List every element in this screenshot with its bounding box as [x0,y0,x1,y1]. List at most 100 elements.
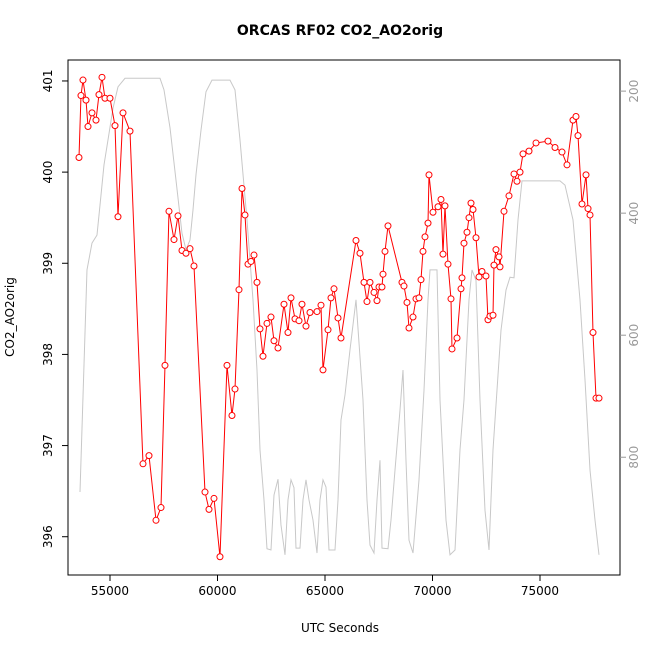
data-point [415,294,423,302]
data-point [77,92,85,100]
data-point [79,76,87,84]
data-point [465,214,473,222]
data-point [174,212,182,220]
data-point [157,504,165,512]
data-point [152,516,160,524]
x-tick-label: 55000 [91,584,129,598]
data-point [253,278,261,286]
data-point [586,211,594,219]
y2-tick-label: 400 [627,202,641,225]
y-tick-label: 400 [41,161,55,184]
data-point [403,298,411,306]
data-point [544,137,552,145]
data-point [492,246,500,254]
data-point [182,249,190,257]
data-point [424,219,432,227]
data-point [513,177,521,185]
data-point [201,488,209,496]
data-point [381,247,389,255]
data-point [370,288,378,296]
data-point [384,222,392,230]
data-point [425,171,433,179]
data-point [434,203,442,211]
data-point [256,325,264,333]
y-tick-label: 396 [41,525,55,548]
data-point [263,319,271,327]
data-point [165,207,173,215]
plot-frame [67,59,621,576]
data-point [429,208,437,216]
data-point [400,282,408,290]
y-tick-label: 401 [41,70,55,93]
data-point [337,334,345,342]
data-point [114,213,122,221]
y-tick-label: 397 [41,434,55,457]
data-point [145,452,153,460]
data-point [409,313,417,321]
series-line [79,77,600,556]
y-axis-label: CO2_AO2orig [3,277,17,357]
data-point [92,116,100,124]
data-point [532,139,540,147]
data-point [467,199,475,207]
data-point [489,311,497,319]
data-point [238,185,246,193]
data-point [111,122,119,130]
data-point [457,285,465,293]
data-point [228,411,236,419]
data-point [247,257,255,265]
data-point [519,150,527,158]
data-point [205,505,213,513]
data-point [356,249,364,257]
series-line [78,77,599,557]
data-point [448,345,456,353]
data-point [496,263,504,271]
data-point [444,260,452,268]
data-point [578,200,586,208]
data-point [210,494,218,502]
data-point [313,308,321,316]
data-point [334,314,342,322]
data-point [453,334,461,342]
y2-tick-label: 600 [627,324,641,347]
data-point [270,337,278,345]
data-point [458,274,466,282]
y2-tick-label: 800 [627,446,641,469]
data-point [267,313,275,321]
data-point [88,109,96,117]
data-point [469,205,477,213]
data-point [190,262,198,270]
data-point [82,96,90,104]
data-point [366,278,374,286]
data-point [306,308,314,316]
data-point [563,161,571,169]
data-point [505,192,513,200]
x-tick-label: 65000 [306,584,344,598]
data-point [287,294,295,302]
data-point [161,361,169,369]
data-point [186,245,194,253]
data-point [106,94,114,102]
data-point [439,250,447,258]
data-point [363,298,371,306]
data-point [317,301,325,309]
data-point [119,109,127,117]
data-point [460,239,468,247]
data-point [584,205,592,213]
data-point [302,322,310,330]
data-point [482,272,490,280]
data-point [582,171,590,179]
data-point [139,460,147,468]
data-point [330,285,338,293]
data-point [352,236,360,244]
data-point [463,228,471,236]
data-point [280,300,288,308]
x-tick-label: 70000 [413,584,451,598]
data-point [441,202,449,210]
data-point [379,270,387,278]
data-point [295,317,303,325]
chart-title: ORCAS RF02 CO2_AO2orig [237,23,443,39]
data-point [595,394,603,402]
data-point [478,267,486,275]
